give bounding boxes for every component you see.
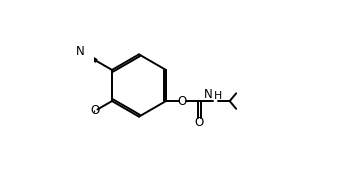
Text: O: O <box>90 104 100 117</box>
Text: O: O <box>195 116 204 129</box>
Text: H: H <box>214 91 222 101</box>
Text: O: O <box>178 95 187 108</box>
Text: N: N <box>76 45 85 58</box>
Text: N: N <box>204 88 212 101</box>
